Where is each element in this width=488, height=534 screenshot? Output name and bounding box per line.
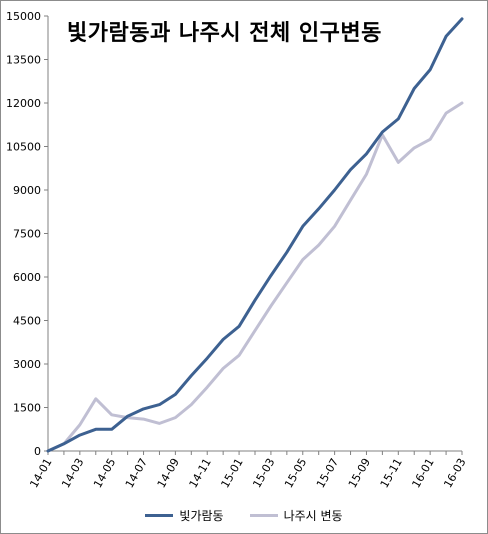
x-tick-label: 15-01 bbox=[218, 456, 245, 490]
y-tick-label: 1500 bbox=[13, 402, 41, 415]
x-tick-label: 15-03 bbox=[250, 456, 277, 490]
chart-axes bbox=[47, 16, 462, 452]
series-line-2 bbox=[46, 101, 464, 453]
x-tick-label: 16-01 bbox=[410, 456, 437, 490]
legend-label-series-1: 빛가람동 bbox=[179, 509, 224, 523]
x-tick-label: 15-09 bbox=[346, 456, 373, 490]
chart-title: 빛가람동과 나주시 전체 인구변동 bbox=[67, 21, 382, 46]
y-tick-label: 15000 bbox=[6, 10, 41, 23]
legend-swatch-series-2 bbox=[249, 514, 278, 517]
y-tick-label: 0 bbox=[34, 445, 41, 458]
x-tick-label: 14-03 bbox=[59, 456, 86, 490]
x-tick-label: 14-07 bbox=[123, 456, 150, 490]
legend-item-series-2: 나주시 변동 bbox=[249, 507, 343, 524]
x-tick-label: 14-05 bbox=[91, 456, 118, 490]
y-axis-ticks: 0 1500 3000 4500 6000 7500 9000 10500 12000 13500… bbox=[6, 10, 48, 458]
legend: 빛가람동 나주시 변동 bbox=[1, 507, 487, 524]
y-tick-label: 12000 bbox=[6, 97, 41, 110]
series-line-1 bbox=[46, 17, 464, 453]
y-tick-label: 3000 bbox=[13, 358, 41, 371]
legend-item-series-1: 빛가람동 bbox=[145, 507, 224, 524]
x-tick-label: 14-01 bbox=[27, 456, 54, 490]
series-lines bbox=[46, 17, 464, 453]
x-tick-label: 16-03 bbox=[441, 456, 468, 490]
legend-label-series-2: 나주시 변동 bbox=[283, 509, 343, 523]
x-tick-label: 15-07 bbox=[314, 456, 341, 490]
x-tick-label: 14-09 bbox=[155, 456, 182, 490]
y-tick-label: 13500 bbox=[6, 54, 41, 67]
y-tick-label: 7500 bbox=[13, 228, 41, 241]
y-tick-label: 9000 bbox=[13, 184, 41, 197]
x-axis-ticks: 14-01 14-03 14-05 14-07 14-09 14-11 15-01 15-03… bbox=[27, 451, 469, 490]
x-tick-label: 15-05 bbox=[282, 456, 309, 490]
y-tick-label: 6000 bbox=[13, 271, 41, 284]
legend-swatch-series-1 bbox=[145, 514, 174, 517]
x-tick-label: 14-11 bbox=[187, 456, 214, 490]
y-tick-label: 10500 bbox=[6, 141, 41, 154]
y-tick-label: 4500 bbox=[13, 315, 41, 328]
x-tick-label: 15-11 bbox=[378, 456, 405, 490]
